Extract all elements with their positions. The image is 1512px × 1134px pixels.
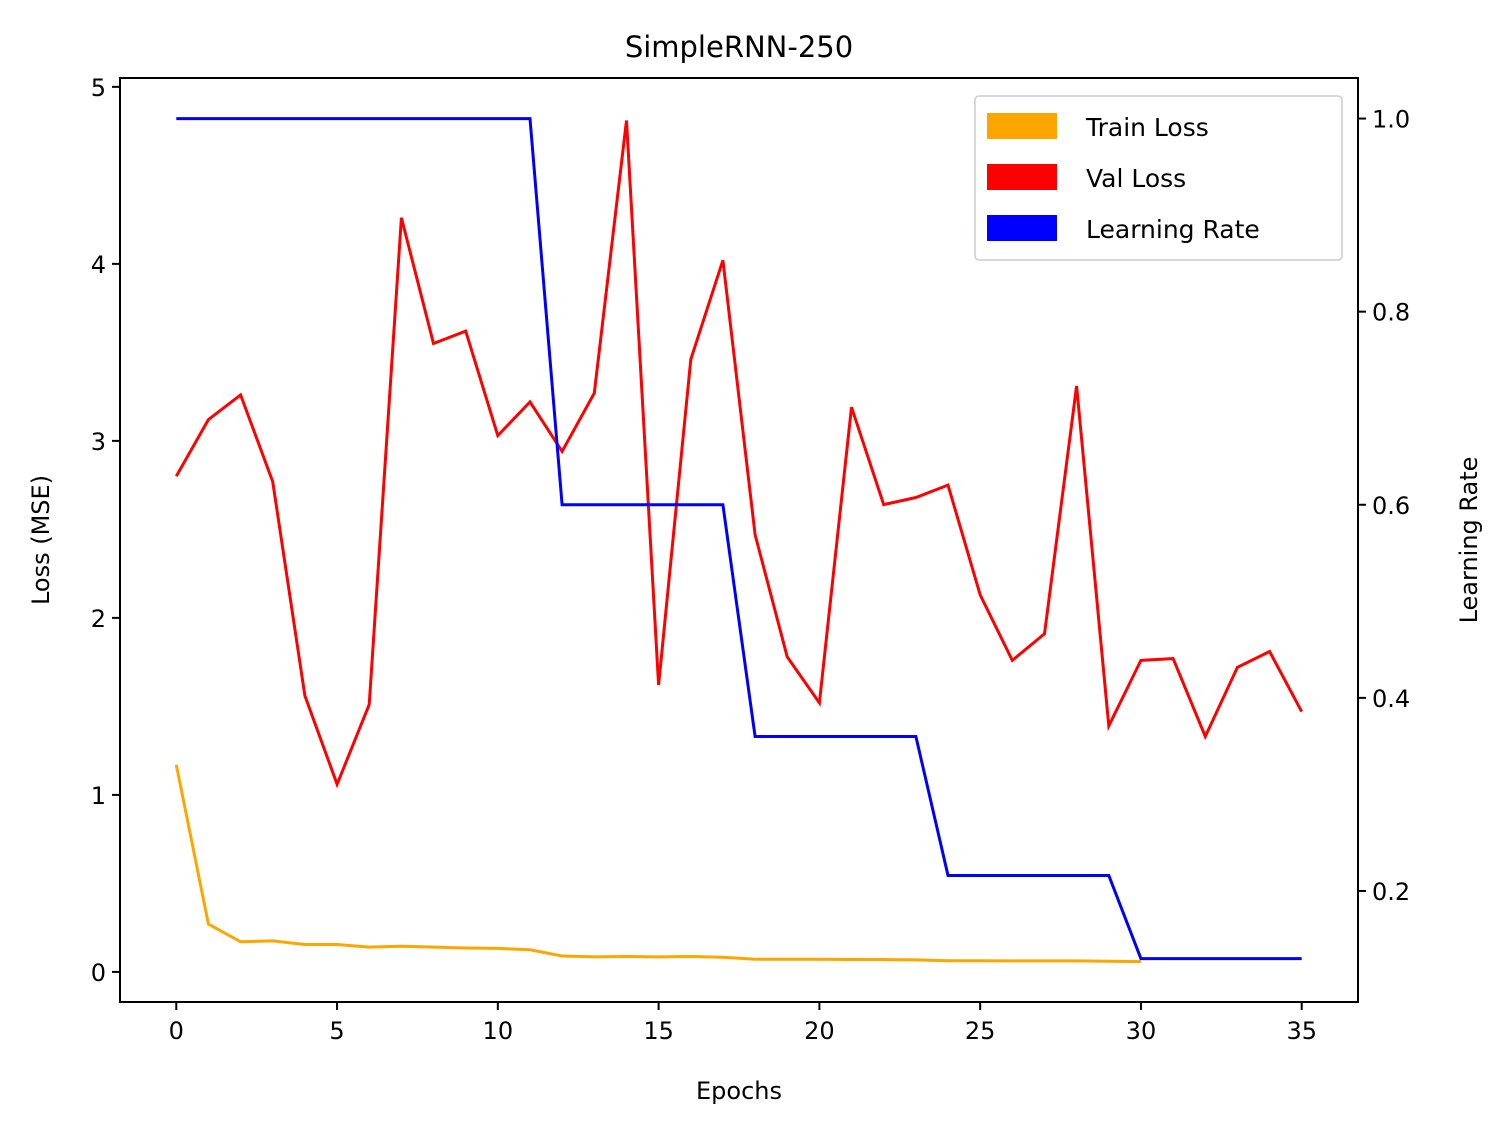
series-line-learning-rate <box>176 117 1302 961</box>
y-tick-label: 5 <box>91 74 106 102</box>
y2-tick-label: 0.2 <box>1372 878 1410 906</box>
y-tick-label: 0 <box>91 959 106 987</box>
y-axis-right: 0.2 0.4 0.6 0.8 1.0 <box>1358 106 1410 906</box>
x-tick-label: 25 <box>965 1017 996 1045</box>
y-axis-label: Loss (MSE) <box>27 475 55 605</box>
legend-label-val-loss: Val Loss <box>1086 164 1186 193</box>
x-tick-label: 0 <box>169 1017 184 1045</box>
x-tick-label: 20 <box>804 1017 835 1045</box>
legend-label-learning-rate: Learning Rate <box>1086 215 1260 244</box>
legend-swatch-learning-rate <box>987 215 1057 241</box>
legend: Train Loss Val Loss Learning Rate <box>974 95 1343 261</box>
y-axis-left: 0 1 2 3 4 5 <box>91 74 120 987</box>
x-tick-label: 35 <box>1286 1017 1317 1045</box>
chart-title: SimpleRNN-250 <box>625 30 853 64</box>
x-axis-label: Epochs <box>696 1077 782 1105</box>
y2-tick-label: 0.4 <box>1372 685 1410 713</box>
legend-swatch-val-loss <box>987 164 1057 190</box>
plot-lines <box>174 117 1304 964</box>
series-line-train-loss <box>174 764 1141 964</box>
y2-tick-label: 0.8 <box>1372 299 1410 327</box>
x-axis: 0 5 10 15 20 25 30 35 <box>169 1002 1317 1045</box>
legend-swatch-train-loss <box>987 113 1057 139</box>
legend-label-train-loss: Train Loss <box>1085 113 1209 142</box>
x-tick-label: 15 <box>643 1017 674 1045</box>
y-tick-label: 4 <box>91 251 106 279</box>
y-tick-label: 2 <box>91 605 106 633</box>
legend-box <box>974 95 1343 261</box>
y-tick-label: 1 <box>91 782 106 810</box>
series-line-val-loss <box>174 120 1304 789</box>
plot-frame <box>119 77 1359 1003</box>
x-tick-label: 30 <box>1126 1017 1157 1045</box>
x-tick-label: 10 <box>483 1017 514 1045</box>
y2-axis-label: Learning Rate <box>1455 457 1483 624</box>
y2-tick-label: 0.6 <box>1372 492 1410 520</box>
y2-tick-label: 1.0 <box>1372 106 1410 134</box>
x-tick-label: 5 <box>329 1017 344 1045</box>
y-tick-label: 3 <box>91 428 106 456</box>
